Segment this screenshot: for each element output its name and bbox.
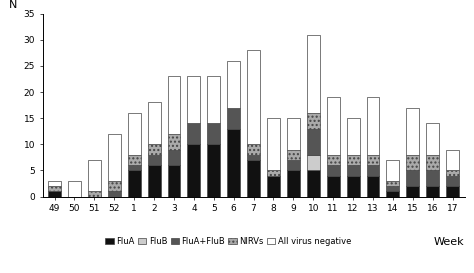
Bar	[426, 123, 439, 155]
Bar	[187, 76, 201, 123]
Bar	[406, 170, 419, 186]
Bar	[406, 155, 419, 170]
Bar	[426, 170, 439, 186]
Bar	[128, 165, 141, 170]
Bar	[386, 186, 400, 191]
Bar	[247, 155, 260, 160]
Bar	[167, 150, 181, 165]
Bar	[48, 191, 61, 197]
Bar	[366, 165, 380, 176]
Bar	[167, 76, 181, 134]
Bar	[108, 134, 121, 181]
Bar	[128, 170, 141, 197]
Bar	[366, 155, 380, 165]
Bar	[346, 176, 360, 197]
Bar	[207, 123, 220, 144]
Bar	[267, 176, 280, 197]
Bar	[406, 108, 419, 155]
Bar	[307, 113, 320, 129]
Bar	[446, 150, 459, 170]
Bar	[247, 160, 260, 197]
Bar	[68, 181, 81, 197]
Bar	[88, 160, 101, 191]
Bar	[307, 170, 320, 197]
Bar	[167, 165, 181, 197]
Bar	[327, 155, 340, 165]
Bar	[287, 118, 300, 150]
Bar	[128, 113, 141, 155]
Bar	[48, 186, 61, 191]
Bar	[386, 191, 400, 197]
Bar	[386, 181, 400, 186]
Bar	[287, 160, 300, 170]
Bar	[48, 181, 61, 186]
Bar	[147, 144, 161, 155]
Bar	[346, 165, 360, 176]
Bar	[346, 155, 360, 165]
Bar	[267, 118, 280, 170]
Bar	[227, 61, 240, 108]
Bar	[187, 144, 201, 197]
Bar	[147, 102, 161, 144]
Bar	[167, 134, 181, 150]
Bar	[287, 150, 300, 160]
Bar	[207, 144, 220, 197]
Bar	[446, 176, 459, 186]
Bar	[327, 176, 340, 197]
Bar	[386, 160, 400, 181]
Bar	[207, 76, 220, 123]
Bar	[108, 181, 121, 191]
Bar	[247, 50, 260, 144]
Bar	[307, 129, 320, 155]
Bar	[426, 155, 439, 170]
Bar	[287, 170, 300, 197]
Legend: FluA, FluB, FluA+FluB, NIRVs, All virus negative: FluA, FluB, FluA+FluB, NIRVs, All virus …	[102, 234, 355, 249]
Bar	[366, 97, 380, 155]
Bar	[108, 191, 121, 197]
Bar	[128, 155, 141, 165]
Bar	[147, 155, 161, 165]
Bar	[327, 165, 340, 176]
Bar	[406, 186, 419, 197]
Bar	[267, 170, 280, 176]
Bar	[366, 176, 380, 197]
Bar	[88, 191, 101, 197]
Bar	[147, 165, 161, 197]
Bar	[327, 97, 340, 155]
Bar	[307, 155, 320, 170]
Bar	[187, 123, 201, 144]
Bar	[426, 186, 439, 197]
Bar	[446, 170, 459, 176]
Bar	[247, 144, 260, 155]
Text: Week: Week	[434, 237, 465, 247]
Bar	[446, 186, 459, 197]
Bar	[346, 118, 360, 155]
Text: N: N	[9, 0, 17, 10]
Bar	[227, 129, 240, 197]
Bar	[227, 108, 240, 129]
Bar	[307, 35, 320, 113]
